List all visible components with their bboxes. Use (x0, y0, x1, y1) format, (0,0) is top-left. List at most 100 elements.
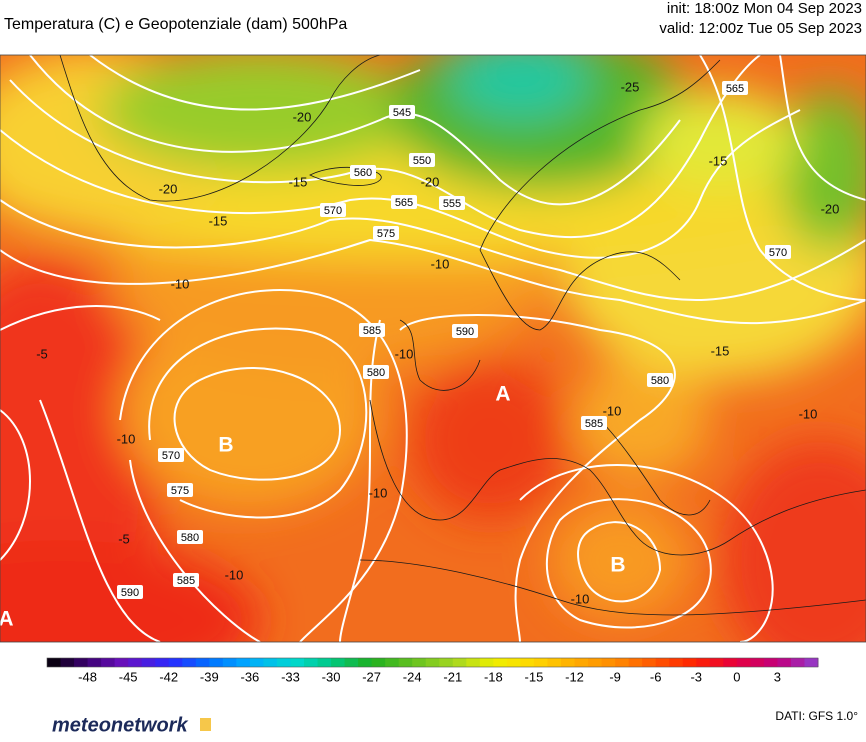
colorbar-tick-label: -9 (609, 669, 621, 684)
geopotential-contours (0, 55, 866, 642)
colorbar: -48 -45 -42 -39 -36 -33 -30 -27 -24 -21 -18 -15 -12-… (46, 657, 819, 684)
geopotential-label: 575 (377, 228, 395, 240)
colorbar-swatch (777, 658, 792, 667)
geopotential-label: 585 (177, 575, 195, 587)
colorbar-swatch (790, 658, 805, 667)
temperature-label: -25 (621, 79, 640, 94)
colorbar-tick-label: -15 (525, 669, 544, 684)
colorbar-swatch (317, 658, 332, 667)
colorbar-swatch (385, 658, 400, 667)
colorbar-tick-label: -30 (322, 669, 341, 684)
geopotential-label: 580 (651, 375, 669, 387)
brand-logo: meteonetwork (52, 714, 188, 736)
geopotential-label-box (177, 530, 203, 544)
colorbar-swatch (209, 658, 224, 667)
colorbar-swatch (628, 658, 643, 667)
temperature-label: -10 (225, 567, 244, 582)
colorbar-swatch (479, 658, 494, 667)
colorbar-tick-label: -45 (119, 669, 138, 684)
colorbar-swatch (222, 658, 237, 667)
map-frame (0, 54, 866, 643)
colorbar-swatch (736, 658, 751, 667)
colorbar-tick-label: -18 (484, 669, 503, 684)
colorbar-swatch (723, 658, 738, 667)
colorbar-swatch (466, 658, 481, 667)
colorbar-tick-label: 3 (774, 669, 781, 684)
colorbar-swatch (182, 658, 197, 667)
geopotential-label: 585 (363, 325, 381, 337)
colorbar-tick-label: -24 (403, 669, 422, 684)
brand-mark (200, 718, 211, 731)
colorbar-swatch (750, 658, 765, 667)
colorbar-swatch (195, 658, 210, 667)
pressure-center: A (495, 383, 510, 406)
geopotential-label-box (581, 416, 607, 430)
colorbar-swatch (304, 658, 319, 667)
colorbar-swatch (669, 658, 684, 667)
colorbar-swatch (655, 658, 670, 667)
temperature-label: -15 (709, 153, 728, 168)
colorbar-swatch (168, 658, 183, 667)
geopotential-label-box (173, 573, 199, 587)
colorbar-swatch (561, 658, 576, 667)
map-labels: 545 550 555 560 565 570 575 590 585 580 565 570 580 5… (0, 79, 839, 630)
geopotential-label-box (350, 165, 376, 179)
temperature-label: -10 (395, 346, 414, 361)
geopotential-label: 550 (413, 155, 431, 167)
geopotential-label-box (373, 226, 399, 240)
geopotential-label: 570 (324, 205, 342, 217)
geopotential-label: 570 (162, 450, 180, 462)
map-title: Temperatura (C) e Geopotenziale (dam) 50… (4, 16, 347, 33)
geopotential-label-box (363, 365, 389, 379)
geopotential-label-box (452, 324, 478, 338)
colorbar-tick-label: -36 (240, 669, 259, 684)
temperature-label: -10 (369, 485, 388, 500)
colorbar-swatch (763, 658, 778, 667)
coastlines (59, 55, 866, 616)
colorbar-tick-label: -48 (78, 669, 97, 684)
colorbar-tick-label: -42 (159, 669, 178, 684)
geopotential-label-box (167, 483, 193, 497)
geopotential-label-box (765, 245, 791, 259)
colorbar-tick-label: -27 (362, 669, 381, 684)
colorbar-tick-label: -3 (690, 669, 702, 684)
temperature-label: -10 (171, 276, 190, 291)
map-area: 545 550 555 560 565 570 575 590 585 580 565 570 580 5… (0, 55, 866, 642)
temperature-label: -20 (821, 201, 840, 216)
colorbar-swatch (249, 658, 264, 667)
temperature-label: -15 (209, 213, 228, 228)
colorbar-swatch (412, 658, 427, 667)
colorbar-swatch (452, 658, 467, 667)
colorbar-swatch (439, 658, 454, 667)
geopotential-label-box (359, 323, 385, 337)
colorbar-swatch (696, 658, 711, 667)
colorbar-swatch (425, 658, 440, 667)
colorbar-swatch (709, 658, 724, 667)
colorbar-swatch (263, 658, 278, 667)
temperature-label: -10 (571, 591, 590, 606)
temperature-label: -20 (159, 181, 178, 196)
colorbar-swatch (398, 658, 413, 667)
colorbar-swatch (642, 658, 657, 667)
geopotential-label: 570 (769, 247, 787, 259)
colorbar-swatch (547, 658, 562, 667)
colorbar-swatch (155, 658, 170, 667)
colorbar-swatch (276, 658, 291, 667)
geopotential-label-box (320, 203, 346, 217)
colorbar-swatch (290, 658, 305, 667)
geopotential-label-box (722, 81, 748, 95)
temperature-label: -15 (711, 343, 730, 358)
geopotential-label: 560 (354, 167, 372, 179)
colorbar-swatch (804, 658, 819, 667)
geopotential-label-box (389, 105, 415, 119)
temperature-label: -10 (117, 431, 136, 446)
geopotential-label-box (117, 585, 143, 599)
pressure-center: A (0, 608, 14, 631)
init-time: init: 18:00z Mon 04 Sep 2023 (667, 0, 862, 17)
geopotential-label: 590 (456, 326, 474, 338)
geopotential-label-box (409, 153, 435, 167)
colorbar-swatch (141, 658, 156, 667)
geopotential-label-box (391, 195, 417, 209)
